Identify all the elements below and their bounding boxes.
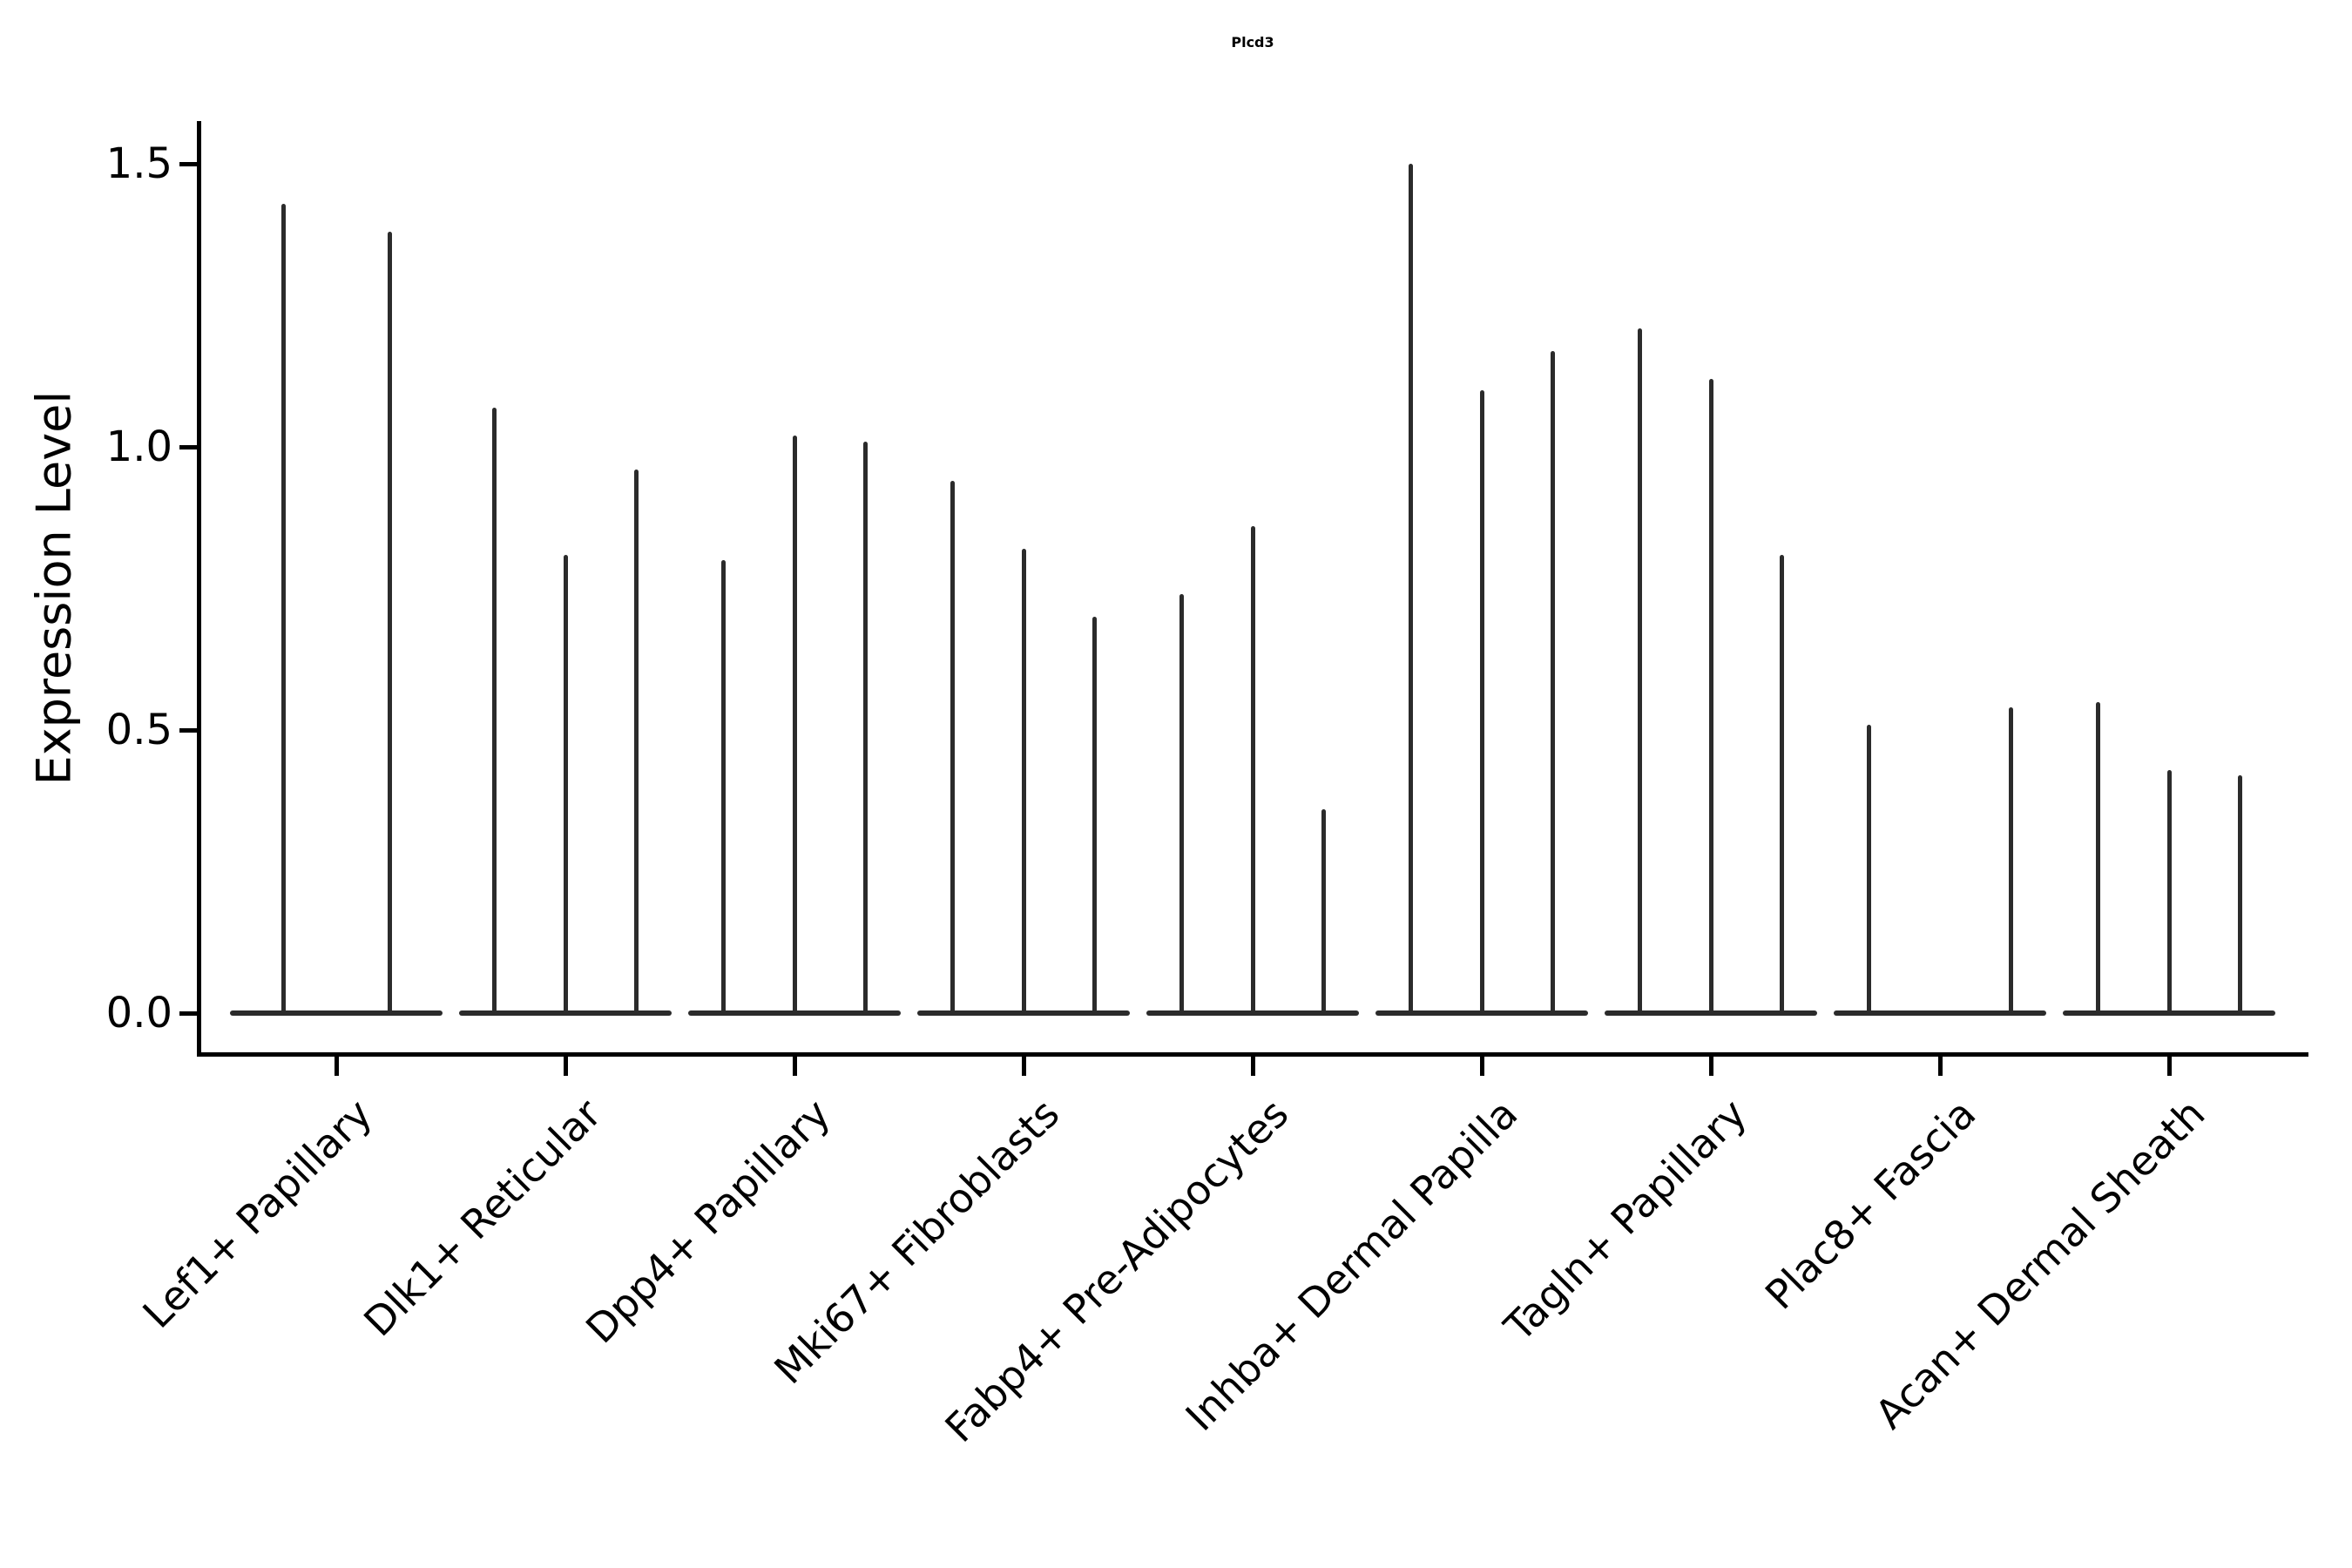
violin-spike bbox=[2096, 701, 2101, 1014]
y-tick bbox=[179, 162, 197, 166]
x-tick bbox=[1480, 1057, 1484, 1076]
y-tick-label: 0.0 bbox=[105, 989, 172, 1037]
y-tick-label: 1.0 bbox=[105, 422, 172, 471]
x-axis-spine bbox=[197, 1052, 2308, 1057]
violin-spike bbox=[721, 560, 727, 1014]
violin-spike bbox=[387, 232, 392, 1014]
x-tick bbox=[335, 1057, 339, 1076]
y-tick-label: 1.5 bbox=[105, 139, 172, 188]
x-tick bbox=[564, 1057, 568, 1076]
violin-spike bbox=[2166, 769, 2172, 1014]
violin-spike bbox=[1479, 390, 1484, 1014]
violin-spike bbox=[1250, 526, 1255, 1014]
violin-spike bbox=[1092, 617, 1097, 1014]
violin-spike bbox=[1321, 809, 1326, 1014]
violin-spike bbox=[862, 441, 868, 1014]
x-tick bbox=[2167, 1057, 2172, 1076]
violin-spike bbox=[1708, 379, 1713, 1014]
violin-baseline bbox=[230, 1010, 443, 1016]
violin-spike bbox=[2237, 775, 2242, 1014]
violin-spike bbox=[1021, 549, 1026, 1014]
violin-spike bbox=[1779, 554, 1784, 1014]
violin-spike bbox=[1550, 350, 1555, 1014]
x-tick bbox=[1938, 1057, 1943, 1076]
violin-spike bbox=[1638, 328, 1643, 1014]
plot-title: Plcd3 bbox=[1231, 34, 1274, 51]
violin-spike bbox=[792, 436, 797, 1014]
x-tick bbox=[1022, 1057, 1026, 1076]
x-tick bbox=[1251, 1057, 1255, 1076]
violin-spike bbox=[1179, 594, 1185, 1014]
violin-spike bbox=[2008, 707, 2013, 1014]
y-tick-label: 0.5 bbox=[105, 706, 172, 754]
violin-spike bbox=[563, 554, 568, 1014]
x-tick bbox=[1709, 1057, 1713, 1076]
y-axis-spine bbox=[197, 121, 201, 1057]
violin-baseline bbox=[1834, 1010, 2046, 1016]
violin-spike bbox=[1409, 164, 1414, 1014]
y-tick bbox=[179, 445, 197, 449]
violin-spike bbox=[950, 481, 956, 1014]
y-tick bbox=[179, 728, 197, 733]
violin-spike bbox=[492, 407, 497, 1014]
violin-spike bbox=[280, 203, 286, 1014]
violin-spike bbox=[1867, 724, 1872, 1014]
violin-spike bbox=[633, 470, 639, 1014]
y-tick bbox=[179, 1011, 197, 1016]
x-tick bbox=[793, 1057, 797, 1076]
